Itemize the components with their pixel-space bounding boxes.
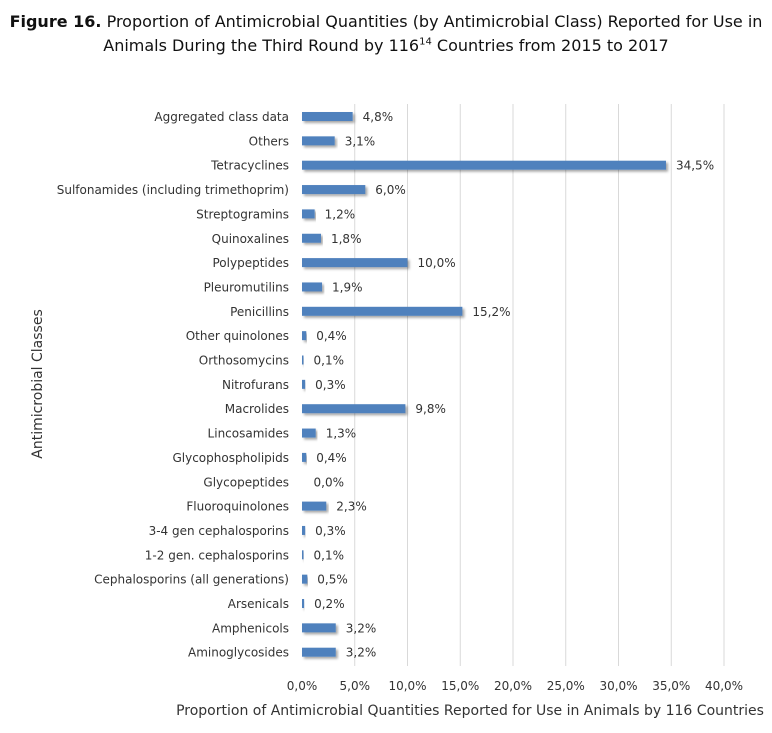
value-label: 1,3% bbox=[326, 427, 357, 441]
chart-title-text-2a: Animals During the Third Round by 116 bbox=[103, 36, 420, 55]
x-tick-label: 40,0% bbox=[705, 679, 743, 693]
bar bbox=[302, 647, 336, 657]
value-label: 34,5% bbox=[676, 159, 714, 173]
x-axis-title: Proportion of Antimicrobial Quantities R… bbox=[176, 703, 764, 719]
value-label: 3,1% bbox=[345, 134, 376, 148]
value-label: 0,2% bbox=[314, 597, 345, 611]
bar bbox=[302, 258, 408, 268]
x-tick-label: 20,0% bbox=[494, 679, 532, 693]
bar bbox=[302, 501, 327, 511]
bar bbox=[302, 379, 306, 389]
value-label: 0,4% bbox=[316, 451, 347, 465]
bar bbox=[302, 550, 304, 560]
value-label: 2,3% bbox=[336, 500, 367, 514]
bars bbox=[302, 112, 666, 657]
category-label: Aminoglycosides bbox=[188, 646, 289, 660]
y-axis-title: Antimicrobial Classes bbox=[30, 309, 46, 459]
category-label: Quinoxalines bbox=[212, 232, 289, 246]
chart-title-line-2: Animals During the Third Round by 11614 … bbox=[0, 36, 772, 55]
category-label: Macrolides bbox=[225, 402, 289, 416]
bar bbox=[302, 574, 308, 584]
category-label: Glycopeptides bbox=[203, 475, 289, 489]
value-label: 3,2% bbox=[346, 621, 377, 635]
value-label: 3,2% bbox=[346, 646, 377, 660]
bar bbox=[302, 404, 406, 414]
bar bbox=[302, 160, 666, 170]
bar bbox=[302, 623, 336, 633]
category-label: Sulfonamides (including trimethoprim) bbox=[57, 183, 289, 197]
value-label: 6,0% bbox=[375, 183, 406, 197]
category-label: Orthosomycins bbox=[199, 354, 289, 368]
category-label: Pleuromutilins bbox=[204, 280, 289, 294]
bar bbox=[302, 233, 321, 243]
value-label: 0,3% bbox=[315, 378, 346, 392]
value-label: 1,2% bbox=[325, 207, 356, 221]
value-label: 0,0% bbox=[314, 475, 345, 489]
x-tick-labels: 0,0% 5,0% 10,0% 15,0% 20,0% 25,0% 30,0% 35,0% 40… bbox=[287, 679, 743, 693]
value-label: 4,8% bbox=[363, 110, 394, 124]
category-label: Fluoroquinolones bbox=[186, 500, 289, 514]
category-label: Arsenicals bbox=[228, 597, 289, 611]
x-tick-label: 0,0% bbox=[287, 679, 318, 693]
value-label: 0,4% bbox=[316, 329, 347, 343]
bar bbox=[302, 428, 316, 438]
x-tick-label: 5,0% bbox=[340, 679, 371, 693]
category-label: Lincosamides bbox=[208, 427, 289, 441]
bar bbox=[302, 306, 463, 316]
category-label: Others bbox=[249, 134, 289, 148]
category-label: Penicillins bbox=[230, 305, 289, 319]
category-label: 1-2 gen. cephalosporins bbox=[145, 548, 289, 562]
bar bbox=[302, 185, 366, 195]
value-label: 10,0% bbox=[418, 256, 456, 270]
category-label: Amphenicols bbox=[212, 621, 289, 635]
x-tick-label: 30,0% bbox=[599, 679, 637, 693]
x-tick-label: 10,0% bbox=[388, 679, 426, 693]
bar bbox=[302, 355, 304, 365]
value-label: 15,2% bbox=[472, 305, 510, 319]
x-tick-label: 35,0% bbox=[652, 679, 690, 693]
x-tick-label: 15,0% bbox=[441, 679, 479, 693]
category-label: Glycophospholipids bbox=[172, 451, 289, 465]
category-label: Aggregated class data bbox=[154, 110, 289, 124]
gridlines bbox=[354, 104, 725, 666]
bar bbox=[302, 452, 307, 462]
chart-title-line-1: Figure 16. Proportion of Antimicrobial Q… bbox=[0, 12, 772, 31]
category-label: Streptogramins bbox=[196, 207, 289, 221]
value-label: 9,8% bbox=[415, 402, 446, 416]
figure-number: Figure 16. bbox=[9, 12, 102, 31]
bar bbox=[302, 525, 306, 535]
category-label: Polypeptides bbox=[213, 256, 290, 270]
bar bbox=[302, 331, 307, 341]
value-label: 0,5% bbox=[317, 573, 348, 587]
value-label: 1,8% bbox=[331, 232, 362, 246]
category-label: Other quinolones bbox=[186, 329, 289, 343]
bar bbox=[302, 209, 315, 219]
chart-title-text-1: Proportion of Antimicrobial Quantities (… bbox=[101, 12, 763, 31]
value-labels: 4,8% 3,1% 34,5% 6,0% 1,2% 1,8% 10,0% 1,9% 15,2% 0… bbox=[314, 110, 715, 660]
chart-title-text-2b: Countries from 2015 to 2017 bbox=[431, 36, 669, 55]
value-label: 1,9% bbox=[332, 280, 363, 294]
value-label: 0,3% bbox=[315, 524, 346, 538]
category-labels: Aggregated class data Others Tetracyclines… bbox=[57, 110, 289, 660]
bar bbox=[302, 112, 353, 121]
category-label: Tetracyclines bbox=[210, 159, 289, 173]
category-label: Cephalosporins (all generations) bbox=[94, 573, 289, 587]
bar bbox=[302, 136, 335, 146]
footnote-ref: 14 bbox=[419, 36, 432, 48]
category-label: Nitrofurans bbox=[222, 378, 289, 392]
bar bbox=[302, 599, 305, 608]
x-tick-label: 25,0% bbox=[547, 679, 585, 693]
value-label: 0,1% bbox=[314, 354, 345, 368]
bar bbox=[302, 282, 323, 292]
value-label: 0,1% bbox=[314, 548, 345, 562]
category-label: 3-4 gen cephalosporins bbox=[149, 524, 289, 538]
